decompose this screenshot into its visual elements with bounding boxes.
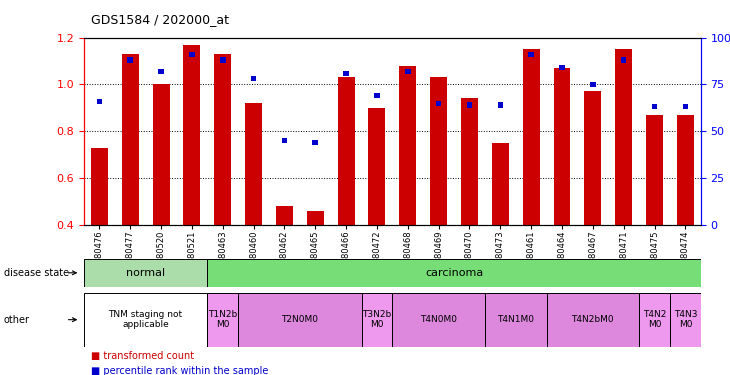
Bar: [84, 292, 207, 347]
Bar: [646, 115, 663, 225]
Bar: [652, 104, 657, 110]
Bar: [183, 45, 200, 225]
Text: ■ transformed count: ■ transformed count: [91, 351, 194, 361]
Bar: [361, 292, 393, 347]
Bar: [399, 66, 416, 225]
Bar: [559, 65, 565, 70]
Bar: [84, 259, 207, 287]
Text: T4N3
M0: T4N3 M0: [674, 310, 697, 329]
Bar: [207, 259, 701, 287]
Text: carcinoma: carcinoma: [425, 268, 483, 278]
Bar: [251, 76, 256, 81]
Bar: [153, 84, 169, 225]
Text: T3N2b
M0: T3N2b M0: [362, 310, 391, 329]
Bar: [215, 54, 231, 225]
Text: T4N2bM0: T4N2bM0: [572, 315, 614, 324]
Bar: [430, 77, 447, 225]
Bar: [547, 292, 639, 347]
Bar: [96, 99, 102, 104]
Text: other: other: [4, 315, 30, 325]
Bar: [523, 49, 539, 225]
Text: normal: normal: [126, 268, 165, 278]
Text: TNM staging not
applicable: TNM staging not applicable: [109, 310, 182, 329]
Text: GDS1584 / 202000_at: GDS1584 / 202000_at: [91, 13, 229, 26]
Bar: [498, 102, 503, 108]
Bar: [238, 292, 361, 347]
Text: T4N2
M0: T4N2 M0: [643, 310, 666, 329]
Bar: [677, 115, 694, 225]
Bar: [585, 92, 602, 225]
Bar: [590, 82, 596, 87]
Text: T4N1M0: T4N1M0: [497, 315, 534, 324]
Bar: [683, 104, 688, 110]
Bar: [245, 103, 262, 225]
Bar: [529, 52, 534, 57]
Bar: [307, 211, 323, 225]
Bar: [621, 57, 626, 63]
Text: T1N2b
M0: T1N2b M0: [208, 310, 237, 329]
Text: T4N0M0: T4N0M0: [420, 315, 457, 324]
Bar: [492, 143, 509, 225]
Bar: [207, 292, 238, 347]
Bar: [466, 102, 472, 108]
Bar: [461, 99, 478, 225]
Bar: [436, 100, 442, 106]
Bar: [405, 69, 410, 74]
Bar: [220, 57, 226, 63]
Bar: [639, 292, 670, 347]
Bar: [343, 70, 349, 76]
Bar: [158, 69, 164, 74]
Text: T2N0M0: T2N0M0: [281, 315, 318, 324]
Bar: [312, 140, 318, 145]
Bar: [369, 108, 385, 225]
Bar: [338, 77, 355, 225]
Text: ■ percentile rank within the sample: ■ percentile rank within the sample: [91, 366, 269, 375]
Bar: [615, 49, 632, 225]
Bar: [122, 54, 139, 225]
Bar: [282, 138, 287, 143]
Bar: [374, 93, 380, 98]
Bar: [485, 292, 547, 347]
Text: disease state: disease state: [4, 268, 69, 278]
Bar: [128, 57, 133, 63]
Bar: [553, 68, 570, 225]
Bar: [670, 292, 701, 347]
Bar: [91, 148, 108, 225]
Bar: [189, 52, 195, 57]
Bar: [276, 206, 293, 225]
Bar: [393, 292, 485, 347]
